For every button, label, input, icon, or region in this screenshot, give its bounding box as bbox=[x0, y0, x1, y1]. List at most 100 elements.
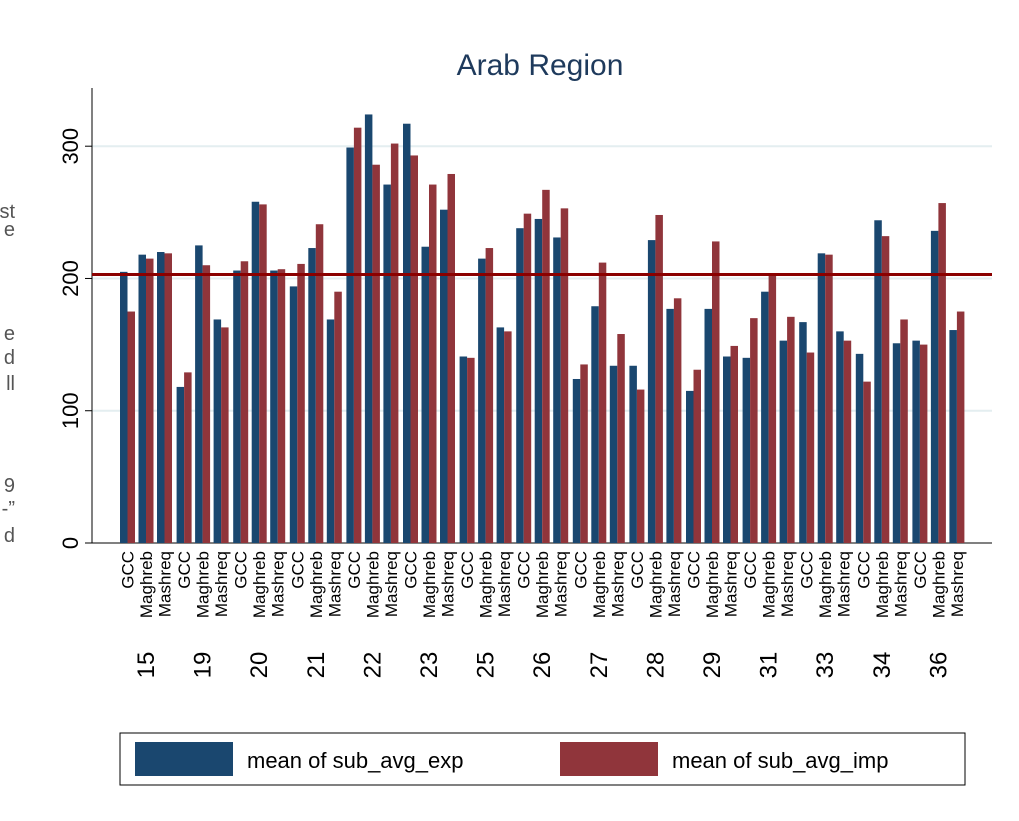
subgroup-label: Mashreq bbox=[891, 551, 910, 617]
bar bbox=[609, 365, 618, 543]
subgroup-label: GCC bbox=[458, 551, 477, 589]
group-label: 26 bbox=[529, 652, 556, 679]
page-fragment: -” bbox=[2, 498, 15, 520]
bar bbox=[127, 311, 135, 543]
group-label: 25 bbox=[473, 652, 500, 679]
group-label: 23 bbox=[416, 652, 443, 679]
bar bbox=[202, 265, 211, 543]
subgroup-label: Maghreb bbox=[307, 551, 326, 618]
bar bbox=[221, 327, 229, 543]
bar bbox=[949, 330, 957, 543]
group-label: 28 bbox=[642, 652, 669, 679]
subgroup-label: Mashreq bbox=[439, 551, 458, 617]
subgroup-label: Maghreb bbox=[760, 551, 779, 618]
subgroup-label: Mashreq bbox=[212, 551, 231, 617]
subgroup-label: Mashreq bbox=[495, 551, 514, 617]
bar bbox=[326, 319, 335, 543]
bar bbox=[843, 340, 852, 543]
subgroup-label: GCC bbox=[911, 551, 930, 589]
subgroup-label: Mashreq bbox=[382, 551, 401, 617]
bar bbox=[146, 258, 154, 543]
bar bbox=[251, 201, 260, 543]
bar bbox=[768, 274, 777, 543]
bar bbox=[334, 291, 342, 543]
bar bbox=[496, 327, 505, 543]
page-fragment: st bbox=[0, 201, 15, 223]
bar bbox=[410, 155, 418, 543]
bar bbox=[308, 248, 316, 543]
subgroup-label: Mashreq bbox=[269, 551, 288, 617]
subgroup-label: Maghreb bbox=[929, 551, 948, 618]
bar bbox=[598, 262, 607, 543]
bar bbox=[459, 356, 468, 543]
page-fragment: e bbox=[4, 323, 15, 345]
subgroup-label: Mashreq bbox=[156, 551, 175, 617]
subgroup-label: GCC bbox=[402, 551, 421, 589]
subgroup-label: Mashreq bbox=[608, 551, 627, 617]
bar bbox=[787, 316, 795, 543]
page-fragment: d bbox=[4, 347, 15, 369]
subgroup-label: Maghreb bbox=[477, 551, 496, 618]
subgroup-label: Maghreb bbox=[194, 551, 213, 618]
bar bbox=[447, 173, 455, 544]
bar bbox=[636, 389, 645, 543]
subgroup-label: Maghreb bbox=[816, 551, 835, 618]
subgroup-label: GCC bbox=[854, 551, 873, 589]
page-fragment: e bbox=[4, 219, 15, 241]
bar bbox=[881, 236, 890, 544]
bar bbox=[572, 378, 581, 543]
bar bbox=[863, 381, 871, 543]
bar bbox=[364, 114, 373, 543]
group-label: 34 bbox=[869, 652, 896, 679]
group-label: 21 bbox=[303, 652, 330, 679]
bar bbox=[836, 331, 844, 543]
bar bbox=[686, 390, 694, 543]
bar bbox=[629, 365, 637, 543]
bar bbox=[504, 331, 512, 543]
bar bbox=[277, 269, 286, 543]
bar bbox=[240, 261, 249, 543]
bar bbox=[233, 270, 241, 543]
subgroup-label: GCC bbox=[628, 551, 647, 589]
bar bbox=[912, 340, 920, 543]
bar bbox=[761, 291, 769, 543]
bar bbox=[478, 258, 486, 543]
subgroup-label: Mashreq bbox=[665, 551, 684, 617]
subgroup-label: GCC bbox=[571, 551, 590, 589]
bar bbox=[647, 240, 656, 544]
bar bbox=[421, 246, 429, 543]
bar bbox=[403, 123, 411, 543]
bar bbox=[799, 322, 807, 543]
bar bbox=[919, 344, 928, 543]
subgroup-label: GCC bbox=[345, 551, 364, 589]
page-fragment: ll bbox=[6, 373, 15, 395]
legend-label: mean of sub_avg_imp bbox=[672, 748, 888, 773]
group-label: 19 bbox=[190, 652, 217, 679]
bar bbox=[580, 364, 588, 543]
bar bbox=[523, 213, 532, 544]
group-label: 33 bbox=[812, 652, 839, 679]
subgroup-label: GCC bbox=[685, 551, 704, 589]
bar bbox=[900, 319, 908, 543]
y-tick-label: 100 bbox=[58, 392, 83, 429]
group-label: 29 bbox=[699, 652, 726, 679]
bar bbox=[289, 286, 298, 543]
subgroup-label: Maghreb bbox=[646, 551, 665, 618]
subgroup-label: Maghreb bbox=[250, 551, 269, 618]
page-fragment: d bbox=[4, 525, 15, 547]
bar bbox=[297, 263, 305, 543]
bar bbox=[874, 220, 882, 543]
bar bbox=[779, 340, 788, 543]
subgroup-label: GCC bbox=[515, 551, 534, 589]
bar bbox=[956, 311, 965, 543]
bar bbox=[693, 369, 701, 543]
group-label: 31 bbox=[756, 652, 783, 679]
subgroup-label: GCC bbox=[741, 551, 760, 589]
bar bbox=[429, 184, 437, 543]
bar bbox=[655, 214, 663, 543]
y-tick-label: 0 bbox=[58, 537, 83, 549]
subgroup-label: Mashreq bbox=[325, 551, 344, 617]
subgroup-label: Maghreb bbox=[363, 551, 382, 618]
bar bbox=[184, 372, 192, 543]
bar bbox=[930, 230, 939, 544]
